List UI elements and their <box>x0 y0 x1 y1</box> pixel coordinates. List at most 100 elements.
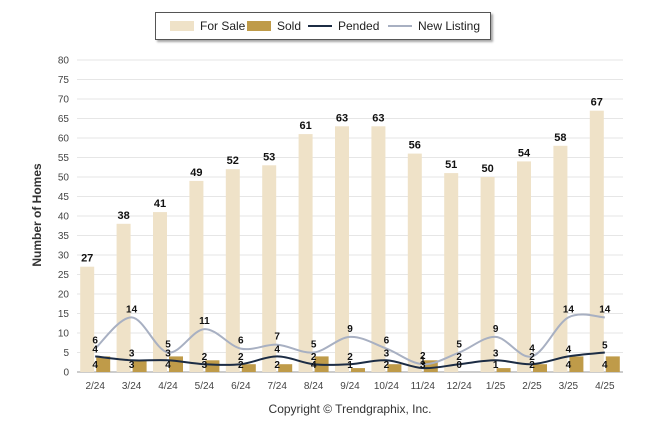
bar-sold <box>496 368 511 372</box>
y-tick-label: 35 <box>58 231 70 242</box>
label-new-listing: 14 <box>563 304 575 315</box>
x-tick-label: 2/24 <box>85 381 105 392</box>
bar-for-sale <box>444 173 459 372</box>
x-tick-label: 3/24 <box>122 381 142 392</box>
grid-lines <box>77 59 623 373</box>
y-tick-label: 55 <box>58 153 70 164</box>
y-tick-label: 65 <box>58 114 70 125</box>
y-tick-label: 40 <box>58 212 70 223</box>
bar-sold <box>205 360 220 372</box>
label-for-sale: 53 <box>263 151 275 163</box>
bar-for-sale <box>116 223 131 372</box>
label-pended: 2 <box>202 352 208 363</box>
label-for-sale: 41 <box>154 198 166 210</box>
y-tick-label: 75 <box>58 75 70 86</box>
label-new-listing: 5 <box>165 340 171 351</box>
legend-swatch-sold <box>247 21 271 31</box>
label-sold: 2 <box>384 360 390 371</box>
legend-swatch-pended <box>308 25 332 27</box>
label-for-sale: 38 <box>117 210 129 222</box>
label-sold: 3 <box>202 360 208 371</box>
x-tick-label: 1/25 <box>486 381 506 392</box>
label-sold: 4 <box>92 360 98 371</box>
label-sold: 2 <box>238 360 244 371</box>
x-tick-label: 6/24 <box>231 381 251 392</box>
label-pended: 4 <box>92 344 98 355</box>
legend-label-new-listing: New Listing <box>418 19 481 33</box>
label-for-sale: 50 <box>481 163 493 175</box>
label-sold: 4 <box>566 360 572 371</box>
label-sold: 2 <box>529 360 535 371</box>
x-tick-label: 11/24 <box>411 381 436 392</box>
bar-for-sale <box>371 126 386 372</box>
copyright-text: Copyright © Trendgraphix, Inc. <box>268 402 432 416</box>
bar-sold <box>96 356 111 372</box>
label-sold: 3 <box>129 360 135 371</box>
x-tick-label: 10/24 <box>374 381 399 392</box>
bar-sold <box>241 364 256 372</box>
x-tick-label: 4/24 <box>158 381 178 392</box>
bar-for-sale <box>553 145 568 372</box>
bar-sold <box>533 364 547 372</box>
legend-swatch-for-sale <box>170 21 194 31</box>
label-new-listing: 6 <box>384 336 390 347</box>
bar-sold <box>351 368 365 372</box>
bar-for-sale <box>189 180 204 372</box>
bar-sold <box>169 356 183 372</box>
label-for-sale: 63 <box>372 112 384 124</box>
label-pended: 4 <box>566 344 572 355</box>
label-pended: 2 <box>238 352 244 363</box>
x-tick-label: 8/24 <box>304 381 324 392</box>
label-for-sale: 54 <box>518 147 531 159</box>
y-tick-label: 20 <box>58 290 70 301</box>
label-new-listing: 11 <box>199 316 210 327</box>
line-new-listing <box>94 313 605 366</box>
label-sold: 4 <box>602 360 608 371</box>
bar-sold <box>387 364 402 372</box>
label-pended: 5 <box>602 341 608 352</box>
y-axis-title: Number of Homes <box>30 163 44 267</box>
y-tick-label: 60 <box>58 134 70 145</box>
x-tick-label: 4/25 <box>595 381 615 392</box>
label-for-sale: 61 <box>299 120 311 132</box>
label-for-sale: 49 <box>190 167 202 179</box>
y-tick-label: 80 <box>58 56 70 67</box>
label-new-listing: 5 <box>456 340 462 351</box>
label-for-sale: 58 <box>554 132 566 144</box>
label-pended: 3 <box>129 348 135 359</box>
bar-for-sale <box>517 161 531 372</box>
label-new-listing: 7 <box>274 332 280 343</box>
label-pended: 1 <box>420 356 426 367</box>
bar-for-sale <box>225 169 240 372</box>
y-tick-label: 70 <box>58 95 70 106</box>
bar-for-sale <box>335 126 349 372</box>
x-tick-label: 7/24 <box>267 381 287 392</box>
label-pended: 3 <box>165 348 171 359</box>
x-tick-label: 5/24 <box>195 381 215 392</box>
bars <box>80 110 620 372</box>
label-pended: 2 <box>311 352 317 363</box>
bar-sold <box>278 364 293 372</box>
line-pended <box>95 351 605 370</box>
bar-sold <box>132 360 147 372</box>
legend-swatch-new-listing <box>388 25 412 27</box>
x-tick-label: 3/25 <box>559 381 579 392</box>
legend-label-for-sale: For Sale <box>200 19 246 33</box>
label-pended: 2 <box>529 352 535 363</box>
label-pended: 4 <box>274 344 280 355</box>
label-pended: 3 <box>493 348 499 359</box>
legend: For Sale Sold Pended New Listing <box>155 12 491 40</box>
label-sold: 4 <box>311 360 317 371</box>
label-new-listing: 2 <box>420 351 426 362</box>
label-new-listing: 6 <box>238 336 244 347</box>
x-tick-label: 2/25 <box>522 381 542 392</box>
legend-label-pended: Pended <box>338 19 380 33</box>
x-tick-label: 12/24 <box>447 381 472 392</box>
label-pended: 3 <box>384 348 390 359</box>
bar-for-sale <box>407 153 422 372</box>
label-sold: 4 <box>165 360 171 371</box>
label-for-sale: 52 <box>227 155 239 167</box>
